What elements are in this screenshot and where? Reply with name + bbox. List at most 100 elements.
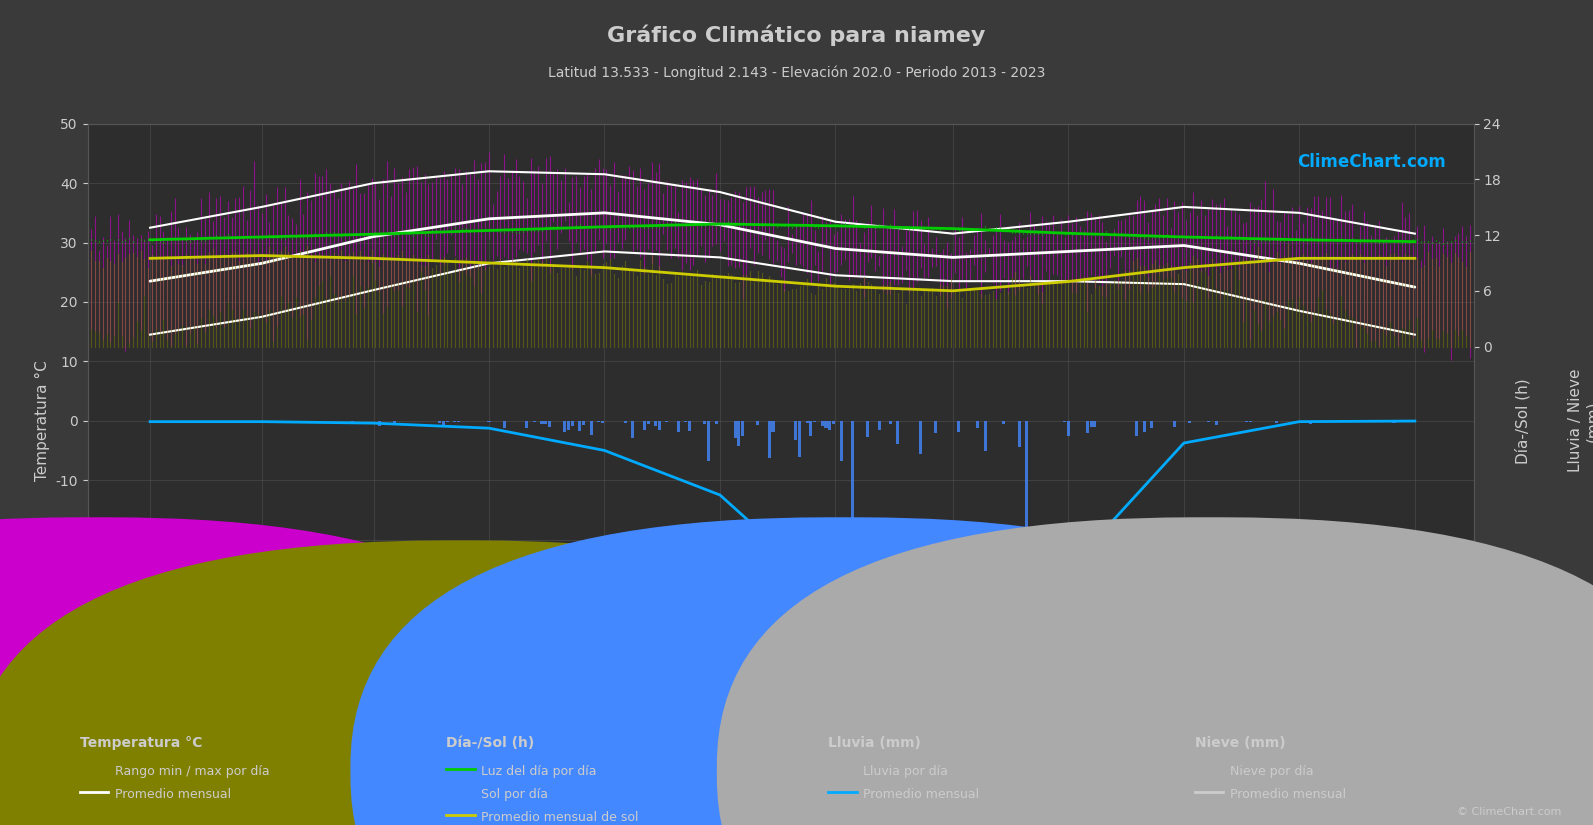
Text: Promedio mensual: Promedio mensual bbox=[1230, 788, 1346, 801]
Text: Luz del día por día: Luz del día por día bbox=[481, 765, 597, 778]
Bar bbox=[889, 421, 892, 424]
Text: © ClimeChart.com: © ClimeChart.com bbox=[1456, 807, 1561, 817]
Bar bbox=[734, 421, 736, 438]
Text: Lluvia (mm): Lluvia (mm) bbox=[828, 736, 921, 750]
Text: Sol por día: Sol por día bbox=[481, 788, 548, 801]
Bar bbox=[828, 421, 832, 430]
Bar bbox=[1244, 421, 1247, 422]
Bar bbox=[446, 421, 449, 422]
Bar bbox=[935, 421, 937, 433]
Bar bbox=[438, 421, 441, 422]
Bar bbox=[741, 421, 744, 436]
Bar bbox=[878, 421, 881, 430]
Bar bbox=[601, 421, 604, 422]
Bar bbox=[457, 421, 460, 422]
Bar bbox=[631, 421, 634, 438]
Bar bbox=[1150, 421, 1153, 428]
Bar bbox=[378, 421, 381, 427]
Bar bbox=[1274, 421, 1278, 423]
Text: Latitud 13.533 - Longitud 2.143 - Elevación 202.0 - Periodo 2013 - 2023: Latitud 13.533 - Longitud 2.143 - Elevac… bbox=[548, 66, 1045, 81]
Bar bbox=[798, 421, 801, 457]
Bar bbox=[581, 421, 585, 426]
Text: Promedio mensual: Promedio mensual bbox=[863, 788, 980, 801]
Text: Nieve (mm): Nieve (mm) bbox=[1195, 736, 1286, 750]
Text: Promedio mensual: Promedio mensual bbox=[115, 788, 231, 801]
Bar bbox=[1207, 421, 1211, 422]
Bar bbox=[658, 421, 661, 430]
Bar bbox=[578, 421, 581, 431]
Bar bbox=[738, 421, 741, 446]
Bar bbox=[1214, 421, 1217, 425]
Bar bbox=[851, 421, 854, 521]
Bar bbox=[957, 421, 961, 432]
Bar bbox=[1249, 421, 1252, 422]
Bar bbox=[820, 421, 824, 426]
Y-axis label: Día-/Sol (h)


Lluvia / Nieve
(mm): Día-/Sol (h) Lluvia / Nieve (mm) bbox=[1515, 369, 1593, 473]
Bar bbox=[806, 421, 809, 423]
Bar bbox=[983, 421, 986, 451]
Bar bbox=[655, 421, 658, 426]
Bar bbox=[666, 421, 669, 422]
Bar bbox=[867, 421, 870, 436]
Bar bbox=[977, 421, 980, 428]
Bar bbox=[688, 421, 691, 431]
Bar bbox=[545, 421, 548, 424]
Text: ClimeChart.com: ClimeChart.com bbox=[115, 629, 264, 647]
Bar bbox=[1309, 421, 1313, 424]
Text: Nieve por día: Nieve por día bbox=[1230, 765, 1313, 778]
Bar bbox=[642, 421, 645, 431]
Bar bbox=[487, 421, 491, 422]
Bar bbox=[526, 421, 529, 428]
Bar bbox=[685, 421, 688, 422]
Bar bbox=[897, 421, 900, 445]
Bar bbox=[1002, 421, 1005, 423]
Bar bbox=[548, 421, 551, 427]
Bar bbox=[1063, 421, 1066, 422]
Bar bbox=[350, 421, 354, 423]
Bar bbox=[1317, 421, 1319, 422]
Bar bbox=[1090, 421, 1093, 427]
Bar bbox=[503, 421, 505, 428]
Bar bbox=[840, 421, 843, 461]
Bar bbox=[540, 421, 543, 424]
Bar bbox=[624, 421, 626, 423]
Bar bbox=[647, 421, 650, 424]
Bar bbox=[771, 421, 774, 432]
Bar bbox=[589, 421, 593, 435]
Bar bbox=[256, 421, 260, 422]
Bar bbox=[393, 421, 395, 424]
Bar bbox=[1172, 421, 1176, 427]
Y-axis label: Temperatura °C: Temperatura °C bbox=[35, 361, 49, 481]
Text: Promedio mensual de sol: Promedio mensual de sol bbox=[481, 811, 639, 824]
Text: ClimeChart.com: ClimeChart.com bbox=[1297, 153, 1446, 172]
Bar bbox=[1026, 421, 1027, 530]
Bar bbox=[832, 421, 835, 424]
Bar bbox=[809, 421, 812, 436]
Bar bbox=[441, 421, 444, 427]
Bar bbox=[1188, 421, 1192, 423]
Bar bbox=[707, 421, 710, 461]
Bar bbox=[1392, 421, 1395, 423]
Bar bbox=[795, 421, 796, 440]
Text: Día-/Sol (h): Día-/Sol (h) bbox=[446, 736, 534, 750]
Bar bbox=[1018, 421, 1021, 447]
Text: Lluvia por día: Lluvia por día bbox=[863, 765, 948, 778]
Text: Gráfico Climático para niamey: Gráfico Climático para niamey bbox=[607, 25, 986, 46]
Bar bbox=[812, 421, 816, 422]
Bar bbox=[1086, 421, 1088, 432]
Bar bbox=[919, 421, 922, 454]
Bar bbox=[1142, 421, 1145, 432]
Bar bbox=[768, 421, 771, 458]
Bar bbox=[1134, 421, 1137, 436]
Bar bbox=[1067, 421, 1070, 436]
Bar bbox=[1093, 421, 1096, 427]
Bar bbox=[564, 421, 566, 432]
Bar bbox=[570, 421, 573, 426]
Bar bbox=[704, 421, 706, 424]
Text: Temperatura °C: Temperatura °C bbox=[80, 736, 202, 750]
Bar bbox=[677, 421, 680, 432]
Bar bbox=[757, 421, 760, 425]
Bar bbox=[454, 421, 457, 422]
Bar bbox=[567, 421, 570, 431]
Bar bbox=[825, 421, 827, 428]
